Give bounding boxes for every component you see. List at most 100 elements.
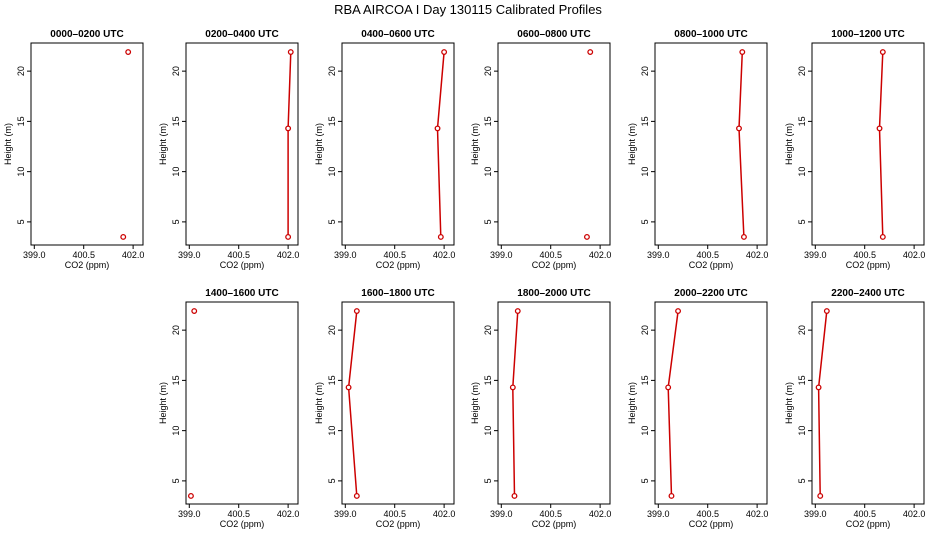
x-axis-label: CO2 (ppm): [532, 519, 577, 529]
y-tick-label: 10: [640, 167, 650, 177]
panel-0: 0000–0200 UTC 399.0 400.5 402.0 CO2 (ppm) 5 10…: [3, 29, 144, 270]
panels-group: 0000–0200 UTC 399.0 400.5 402.0 CO2 (ppm) 5 10…: [3, 29, 925, 529]
plot-frame: [811, 42, 925, 246]
y-tick-label: 20: [483, 325, 493, 335]
panel-title: 1800–2000 UTC: [517, 288, 590, 299]
plot-frame: [497, 42, 611, 246]
x-tick-label: 399.0: [334, 250, 357, 260]
plot-frame: [654, 42, 768, 246]
x-tick-label: 400.5: [853, 250, 876, 260]
panel-9: 2000–2200 UTC 399.0 400.5 402.0 CO2 (ppm) 5 10…: [627, 288, 768, 529]
x-axis-label: CO2 (ppm): [532, 260, 577, 270]
x-tick-label: 400.5: [227, 509, 250, 519]
profile-point: [434, 125, 441, 132]
x-axis-label: CO2 (ppm): [689, 519, 734, 529]
y-tick-label: 20: [327, 325, 337, 335]
y-tick-label: 20: [483, 66, 493, 76]
profile-line: [436, 51, 445, 238]
panel-title: 0400–0600 UTC: [361, 29, 434, 40]
panel-title: 0000–0200 UTC: [50, 29, 123, 40]
y-tick-label: 20: [640, 66, 650, 76]
x-axis-label: CO2 (ppm): [846, 519, 891, 529]
profile-point: [191, 308, 198, 314]
x-tick-label: 400.5: [383, 509, 406, 519]
x-tick-label: 400.5: [72, 250, 95, 260]
profile-point: [879, 49, 886, 55]
x-tick-label: 402.0: [746, 509, 769, 519]
y-axis-label: Height (m): [784, 123, 794, 165]
profile-point: [817, 493, 824, 499]
y-tick-label: 10: [327, 426, 337, 436]
profile-point: [876, 125, 883, 132]
x-axis-label: CO2 (ppm): [689, 260, 734, 270]
x-tick-label: 400.5: [539, 250, 562, 260]
x-axis-label: CO2 (ppm): [846, 260, 891, 270]
profile-point: [668, 493, 675, 499]
x-tick-label: 402.0: [589, 250, 612, 260]
y-tick-label: 5: [16, 219, 26, 224]
y-tick-label: 20: [797, 325, 807, 335]
panel-title: 2200–2400 UTC: [831, 288, 904, 299]
x-tick-label: 399.0: [23, 250, 46, 260]
x-tick-label: 399.0: [178, 509, 201, 519]
profile-point: [665, 384, 672, 391]
panel-title: 1400–1600 UTC: [205, 288, 278, 299]
profile-line: [287, 51, 292, 237]
x-tick-label: 402.0: [433, 250, 456, 260]
y-axis-label: Height (m): [314, 382, 324, 424]
x-tick-label: 399.0: [647, 250, 670, 260]
y-tick-label: 15: [797, 116, 807, 126]
x-axis-label: CO2 (ppm): [65, 260, 110, 270]
panel-10: 2200–2400 UTC 399.0 400.5 402.0 CO2 (ppm) 5 10…: [784, 288, 925, 529]
y-tick-label: 5: [640, 219, 650, 224]
profile-point: [345, 384, 352, 391]
y-tick-label: 10: [797, 167, 807, 177]
panel-6: 1400–1600 UTC 399.0 400.5 402.0 CO2 (ppm) 5 10…: [158, 288, 299, 529]
x-tick-label: 402.0: [903, 250, 926, 260]
x-axis-label: CO2 (ppm): [376, 519, 421, 529]
y-tick-label: 15: [327, 116, 337, 126]
y-tick-label: 10: [16, 167, 26, 177]
panel-3: 0600–0800 UTC 399.0 400.5 402.0 CO2 (ppm) 5 10…: [470, 29, 611, 270]
y-tick-label: 5: [797, 219, 807, 224]
plot-frame: [654, 301, 768, 505]
panel-title: 2000–2200 UTC: [674, 288, 747, 299]
y-axis-label: Height (m): [158, 382, 168, 424]
x-tick-label: 399.0: [178, 250, 201, 260]
y-tick-label: 20: [797, 66, 807, 76]
x-tick-label: 400.5: [853, 509, 876, 519]
x-tick-label: 402.0: [903, 509, 926, 519]
panel-5: 1000–1200 UTC 399.0 400.5 402.0 CO2 (ppm) 5 10…: [784, 29, 925, 270]
profile-line: [512, 310, 519, 497]
x-tick-label: 402.0: [589, 509, 612, 519]
y-tick-label: 5: [483, 219, 493, 224]
profile-point: [583, 234, 590, 240]
y-tick-label: 10: [171, 167, 181, 177]
figure-title: RBA AIRCOA I Day 130115 Calibrated Profi…: [334, 2, 602, 17]
x-tick-label: 402.0: [277, 250, 300, 260]
y-tick-label: 20: [640, 325, 650, 335]
profile-point: [511, 493, 518, 499]
y-tick-label: 20: [171, 325, 181, 335]
y-tick-label: 15: [483, 375, 493, 385]
x-tick-label: 399.0: [804, 250, 827, 260]
y-tick-label: 10: [640, 426, 650, 436]
y-axis-label: Height (m): [314, 123, 324, 165]
y-tick-label: 5: [327, 219, 337, 224]
x-tick-label: 400.5: [227, 250, 250, 260]
y-tick-label: 20: [16, 66, 26, 76]
profile-point: [287, 49, 294, 55]
y-tick-label: 10: [483, 167, 493, 177]
y-tick-label: 15: [640, 375, 650, 385]
x-tick-label: 400.5: [696, 509, 719, 519]
x-tick-label: 402.0: [122, 250, 145, 260]
profile-point: [441, 49, 448, 55]
profile-point: [285, 125, 292, 132]
profile-point: [739, 49, 746, 55]
panel-title: 0600–0800 UTC: [517, 29, 590, 40]
x-tick-label: 400.5: [383, 250, 406, 260]
y-axis-label: Height (m): [627, 382, 637, 424]
x-axis-label: CO2 (ppm): [220, 519, 265, 529]
y-tick-label: 5: [171, 478, 181, 483]
y-tick-label: 10: [327, 167, 337, 177]
